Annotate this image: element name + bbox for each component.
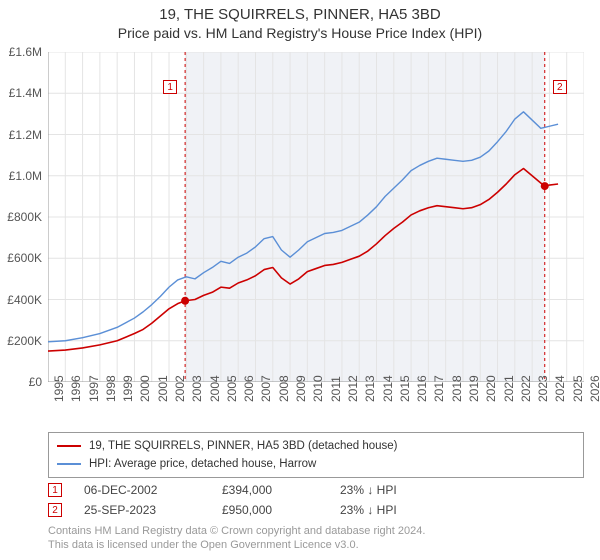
x-tick-label: 2015: [398, 375, 412, 402]
x-tick-label: 2006: [242, 375, 256, 402]
x-tick-label: 2021: [502, 375, 516, 402]
sale-row-marker: 1: [48, 483, 62, 497]
x-tick-label: 2003: [190, 375, 204, 402]
x-tick-label: 2009: [294, 375, 308, 402]
sale-row-price: £950,000: [222, 503, 332, 517]
chart-subtitle: Price paid vs. HM Land Registry's House …: [0, 23, 600, 41]
legend-label: 19, THE SQUIRRELS, PINNER, HA5 3BD (deta…: [89, 440, 398, 452]
chart-container: 19, THE SQUIRRELS, PINNER, HA5 3BD Price…: [0, 0, 600, 560]
legend: 19, THE SQUIRRELS, PINNER, HA5 3BD (deta…: [48, 432, 584, 478]
sale-row: 2 25-SEP-2023 £950,000 23% ↓ HPI: [48, 500, 584, 520]
plot-svg: [48, 52, 584, 382]
x-tick-label: 1995: [52, 375, 66, 402]
sale-row-date: 06-DEC-2002: [84, 483, 214, 497]
sale-marker-box: 1: [163, 80, 177, 94]
y-tick-label: £0: [29, 375, 42, 389]
x-tick-label: 2008: [277, 375, 291, 402]
x-tick-label: 2016: [415, 375, 429, 402]
x-tick-label: 2005: [225, 375, 239, 402]
sale-row-price: £394,000: [222, 483, 332, 497]
x-tick-label: 2011: [329, 376, 343, 402]
legend-item: HPI: Average price, detached house, Harr…: [57, 455, 575, 473]
x-tick-label: 2026: [588, 375, 600, 402]
sale-row-date: 25-SEP-2023: [84, 503, 214, 517]
x-tick-label: 2018: [450, 375, 464, 402]
x-tick-label: 2025: [571, 375, 585, 402]
x-tick-label: 2013: [363, 375, 377, 402]
y-tick-label: £800K: [7, 210, 42, 224]
x-tick-label: 2022: [519, 375, 533, 402]
sale-row-marker: 2: [48, 503, 62, 517]
x-tick-label: 2002: [173, 375, 187, 402]
y-axis-labels: £0£200K£400K£600K£800K£1.0M£1.2M£1.4M£1.…: [0, 52, 48, 382]
legend-swatch: [57, 463, 81, 465]
y-tick-label: £1.4M: [9, 86, 42, 100]
sale-marker-box: 2: [553, 80, 567, 94]
x-tick-label: 2017: [432, 375, 446, 402]
x-tick-label: 2024: [553, 375, 567, 402]
x-tick-label: 1996: [69, 375, 83, 402]
x-tick-label: 2010: [311, 375, 325, 402]
legend-swatch: [57, 445, 81, 447]
x-tick-label: 1998: [104, 375, 118, 402]
x-tick-label: 2004: [208, 375, 222, 402]
x-tick-label: 2007: [259, 375, 273, 402]
sale-row-pct: 23% ↓ HPI: [340, 483, 397, 497]
x-tick-label: 2014: [381, 375, 395, 402]
x-tick-label: 2023: [536, 375, 550, 402]
y-tick-label: £400K: [7, 293, 42, 307]
footer-line-2: This data is licensed under the Open Gov…: [48, 538, 584, 552]
y-tick-label: £1.6M: [9, 45, 42, 59]
footer-line-1: Contains HM Land Registry data © Crown c…: [48, 524, 584, 538]
x-tick-label: 2020: [484, 375, 498, 402]
x-tick-label: 2019: [467, 375, 481, 402]
x-tick-label: 2001: [156, 375, 170, 402]
x-tick-label: 2012: [346, 375, 360, 402]
x-tick-label: 2000: [138, 375, 152, 402]
sale-row: 1 06-DEC-2002 £394,000 23% ↓ HPI: [48, 480, 584, 500]
y-tick-label: £200K: [7, 334, 42, 348]
legend-label: HPI: Average price, detached house, Harr…: [89, 458, 316, 470]
y-tick-label: £600K: [7, 251, 42, 265]
legend-item: 19, THE SQUIRRELS, PINNER, HA5 3BD (deta…: [57, 437, 575, 455]
x-tick-label: 1997: [87, 375, 101, 402]
plot-area: 12: [48, 52, 584, 382]
x-axis-labels: 1995199619971998199920002001200220032004…: [48, 388, 584, 428]
y-tick-label: £1.2M: [9, 128, 42, 142]
sales-table: 1 06-DEC-2002 £394,000 23% ↓ HPI 2 25-SEP-202…: [48, 480, 584, 520]
chart-title: 19, THE SQUIRRELS, PINNER, HA5 3BD: [0, 0, 600, 23]
x-tick-label: 1999: [121, 375, 135, 402]
footer-attribution: Contains HM Land Registry data © Crown c…: [48, 524, 584, 552]
sale-row-pct: 23% ↓ HPI: [340, 503, 397, 517]
y-tick-label: £1.0M: [9, 169, 42, 183]
